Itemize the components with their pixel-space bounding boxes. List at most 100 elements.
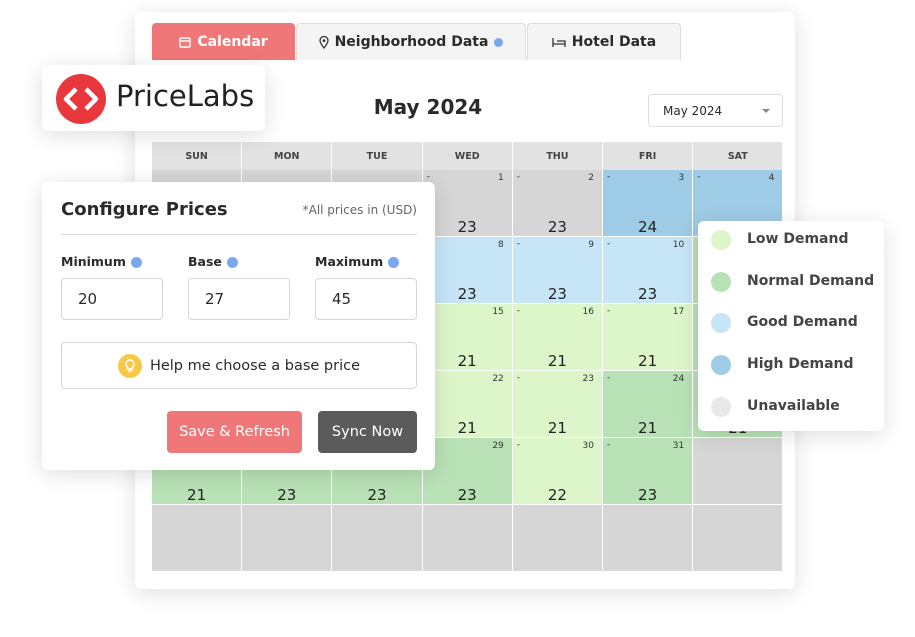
day-number: 10 bbox=[672, 240, 685, 250]
logo-card: PriceLabs bbox=[42, 65, 265, 131]
help-button[interactable]: Help me choose a base price bbox=[61, 342, 417, 389]
price: 21 bbox=[457, 352, 477, 370]
day-number: 22 bbox=[492, 374, 504, 384]
help-label: Help me choose a base price bbox=[149, 357, 361, 374]
month-dropdown[interactable]: May 2024 bbox=[648, 94, 783, 127]
day-cell: - 31 23 bbox=[603, 438, 694, 505]
configure-title: Configure Prices bbox=[61, 199, 228, 220]
info-icon bbox=[130, 257, 142, 268]
dash: - bbox=[426, 172, 430, 182]
day-number: 30 bbox=[582, 441, 594, 451]
tab-label: Hotel Data bbox=[571, 34, 657, 50]
dash: - bbox=[697, 172, 701, 182]
day-number: 29 bbox=[492, 441, 504, 451]
day-cell: - 10 23 bbox=[603, 237, 694, 304]
day-cell: - 9 23 bbox=[512, 237, 603, 304]
day-cell: - 17 21 bbox=[603, 304, 694, 371]
dash: - bbox=[516, 306, 521, 316]
currency-note: *All prices in (USD) bbox=[302, 203, 417, 217]
weekday: TUE bbox=[332, 142, 423, 170]
tab-neighborhood[interactable]: Neighborhood Data bbox=[296, 23, 526, 60]
day-cell bbox=[422, 505, 513, 572]
price-input[interactable]: 27 bbox=[188, 278, 290, 320]
field-label: Base bbox=[188, 254, 238, 269]
tab-label: Calendar bbox=[197, 34, 268, 50]
price: 22 bbox=[547, 486, 567, 504]
save-button[interactable]: Save & Refresh bbox=[167, 411, 302, 453]
price: 24 bbox=[638, 218, 658, 236]
day-cell bbox=[693, 505, 784, 572]
price: 23 bbox=[277, 486, 297, 504]
tab-hotel[interactable]: Hotel Data bbox=[527, 23, 681, 60]
day-cell: -823 bbox=[422, 237, 513, 304]
day-number: 17 bbox=[672, 307, 685, 317]
day-number: 1 bbox=[498, 173, 504, 183]
legend-swatch bbox=[711, 396, 731, 417]
sync-button[interactable]: Sync Now bbox=[318, 411, 417, 453]
price: 23 bbox=[457, 218, 477, 236]
field-label: Minimum bbox=[61, 254, 142, 269]
weekday: FRI bbox=[603, 142, 694, 170]
price: 23 bbox=[547, 218, 567, 236]
dash: - bbox=[607, 306, 611, 316]
weekday: SAT bbox=[693, 142, 784, 170]
price: 21 bbox=[638, 352, 658, 370]
weekday: SUN bbox=[152, 142, 243, 170]
day-cell: - 2 23 bbox=[512, 170, 603, 237]
dash: - bbox=[516, 239, 521, 249]
logo-mark bbox=[56, 74, 106, 124]
day-number: 23 bbox=[582, 374, 594, 384]
price-input[interactable]: 45 bbox=[315, 278, 417, 320]
day-number: 16 bbox=[582, 307, 594, 317]
dash: - bbox=[607, 373, 611, 383]
day-number: 2 bbox=[588, 173, 594, 183]
bulb-icon bbox=[117, 353, 142, 378]
price: 23 bbox=[638, 285, 658, 303]
legend-label: High Demand bbox=[747, 356, 854, 373]
day-number: 15 bbox=[492, 307, 504, 317]
month-title: May 2024 bbox=[373, 95, 483, 119]
legend-swatch bbox=[711, 355, 731, 376]
legend-label: Normal Demand bbox=[747, 272, 875, 289]
price: 23 bbox=[547, 285, 567, 303]
legend-swatch bbox=[711, 313, 731, 334]
dropdown-label: May 2024 bbox=[663, 104, 723, 118]
bed-icon bbox=[552, 37, 566, 47]
legend-label: Low Demand bbox=[747, 231, 849, 247]
price-input[interactable]: 20 bbox=[61, 278, 163, 320]
day-cell: - 3 24 bbox=[603, 170, 694, 237]
day-number: 4 bbox=[768, 173, 775, 183]
price: 23 bbox=[457, 285, 477, 303]
logo-text: PriceLabs bbox=[116, 79, 255, 113]
calendar-icon bbox=[179, 37, 192, 48]
price: 21 bbox=[457, 419, 477, 437]
weekday: THU bbox=[512, 142, 603, 170]
day-number: 8 bbox=[498, 240, 504, 250]
caret bbox=[762, 109, 770, 113]
tab-calendar[interactable]: Calendar bbox=[152, 23, 295, 60]
day-cell: - 24 21 bbox=[603, 371, 694, 438]
dash: - bbox=[516, 440, 521, 450]
dash: - bbox=[516, 172, 521, 182]
dash: - bbox=[607, 239, 611, 249]
dash: - bbox=[516, 373, 521, 383]
day-cell bbox=[603, 505, 694, 572]
info-icon bbox=[226, 257, 238, 268]
price: 21 bbox=[187, 486, 207, 504]
day-number: 3 bbox=[678, 173, 685, 183]
day-cell bbox=[152, 505, 243, 572]
day-cell bbox=[512, 505, 603, 572]
day-number: 24 bbox=[672, 374, 685, 384]
divider bbox=[61, 234, 417, 235]
day-cell bbox=[242, 505, 333, 572]
price: 21 bbox=[547, 352, 567, 370]
day-cell: - 30 22 bbox=[512, 438, 603, 505]
price: 23 bbox=[457, 486, 477, 504]
day-cell: - 1 23 bbox=[422, 170, 513, 237]
day-number: 31 bbox=[672, 441, 685, 451]
day-cell bbox=[332, 505, 423, 572]
weekday: MON bbox=[242, 142, 333, 170]
